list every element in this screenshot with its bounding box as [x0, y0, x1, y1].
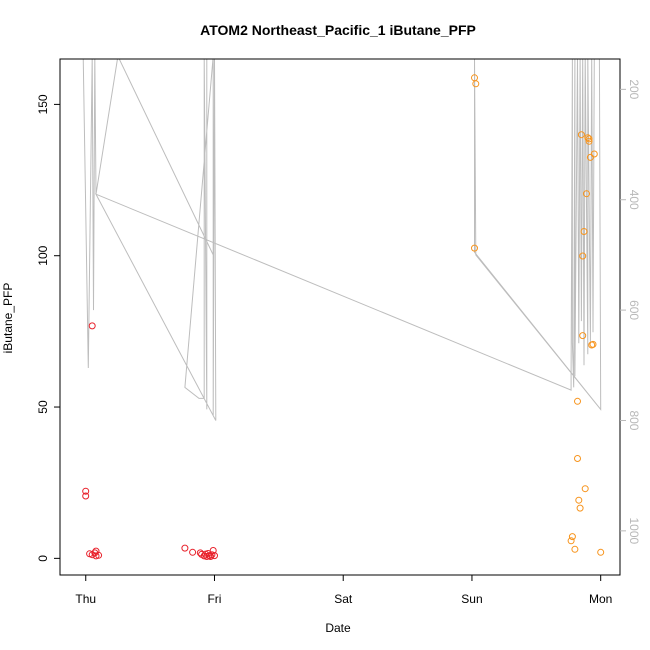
data-point-orange	[581, 485, 589, 493]
data-point-orange	[586, 153, 594, 161]
data-point-orange	[585, 135, 593, 143]
data-point-orange	[589, 340, 597, 348]
data-point-red	[181, 544, 189, 552]
data-point-red	[88, 322, 96, 330]
y2-tick-label: 1000	[627, 517, 641, 544]
data-point-orange	[568, 533, 576, 541]
y2-tick-label: 800	[627, 410, 641, 430]
data-point-orange	[574, 397, 581, 405]
data-point-orange	[472, 80, 480, 88]
data-point-red	[209, 547, 217, 554]
x-tick-label: Fri	[207, 592, 221, 606]
y2-tick-label: 200	[627, 79, 641, 99]
data-point-orange	[585, 137, 593, 145]
data-point-orange	[579, 252, 587, 260]
chart-title: ATOM2 Northeast_Pacific_1 iButane_PFP	[200, 22, 476, 38]
x-tick-label: Sun	[461, 592, 482, 606]
x-tick-label: Mon	[589, 592, 612, 606]
x-tick-label: Sat	[334, 592, 353, 606]
data-point-red	[189, 548, 197, 556]
data-point-orange	[597, 548, 605, 556]
y-axis-label: iButane_PFP	[1, 283, 15, 354]
data-point-red	[95, 551, 103, 559]
data-point-orange	[583, 190, 590, 198]
data-point-red	[82, 492, 90, 500]
data-point-orange	[580, 228, 588, 235]
data-point-red	[92, 552, 100, 560]
data-point-orange	[471, 244, 478, 252]
data-point-orange	[584, 134, 592, 142]
x-tick-label: Thu	[75, 592, 96, 606]
secondary-series-line	[82, 59, 602, 421]
data-point-red	[82, 487, 90, 495]
y-tick-label: 100	[36, 245, 50, 265]
x-axis-label: Date	[325, 621, 351, 635]
y-tick-label: 50	[36, 400, 50, 414]
data-point-orange	[571, 545, 579, 553]
plot-frame	[59, 58, 621, 576]
y2-tick-label: 400	[627, 190, 641, 210]
data-point-orange	[567, 537, 575, 545]
data-point-red	[211, 552, 218, 560]
data-point-orange	[576, 504, 584, 512]
data-point-orange	[577, 131, 585, 139]
data-point-orange	[590, 150, 598, 158]
y-tick-label: 150	[36, 94, 50, 114]
data-point-red	[207, 553, 215, 560]
data-point-orange	[579, 332, 587, 340]
y2-tick-label: 600	[627, 300, 641, 320]
plot-area: 0 50 100 150 200 400 600 800 1000 Thu Fri Sat Sun Mon	[36, 58, 641, 606]
y-tick-label: 0	[36, 555, 50, 562]
data-point-orange	[574, 455, 581, 462]
data-point-orange	[575, 496, 583, 504]
